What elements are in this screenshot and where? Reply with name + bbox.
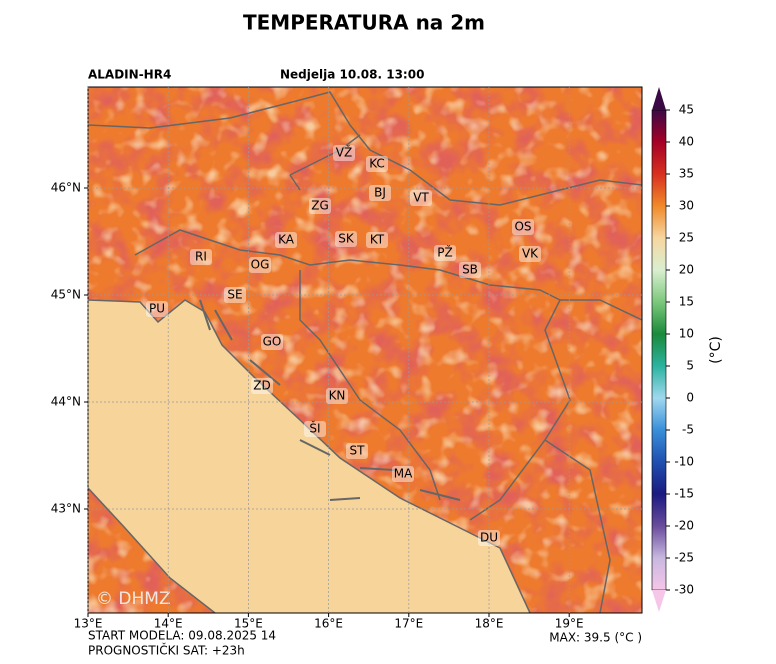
city-label-box	[512, 219, 534, 235]
colorbar-tick-label: 45	[679, 103, 694, 117]
city-label: ST	[350, 444, 366, 458]
border	[544, 299, 642, 613]
city-label: KC	[369, 157, 385, 171]
x-tick-label: 19°E	[555, 617, 584, 631]
city-label: PU	[149, 302, 165, 316]
city-label-box	[478, 530, 500, 546]
y-tick-label: 45°N	[51, 288, 81, 302]
colorbar-tick-label: -10	[674, 455, 694, 469]
city-label: PŽ	[437, 245, 452, 260]
x-tick-label: 18°E	[475, 617, 504, 631]
y-tick-label: 46°N	[51, 181, 81, 195]
max-temperature: MAX: 39.5 (°C )	[549, 631, 642, 645]
city-label-box	[249, 257, 271, 273]
y-tick-label: 43°N	[51, 502, 81, 516]
city-label: KN	[329, 389, 346, 403]
map-frame	[87, 86, 643, 614]
model-start: START MODELA: 09.08.2025 14	[88, 629, 276, 643]
colorbar-tick-label: 25	[679, 231, 694, 245]
city-label-box	[366, 232, 388, 248]
colorbar-tick-label: -30	[674, 583, 694, 597]
city-label-box	[309, 198, 331, 214]
city-label: KA	[278, 233, 295, 247]
sea	[88, 300, 530, 613]
border	[134, 134, 571, 521]
colorbar-tick-label: -25	[674, 551, 694, 565]
colorbar-tick-label: 0	[686, 391, 694, 405]
colorbar-tick-label: -5	[682, 423, 694, 437]
colorbar-tick-label: 35	[679, 167, 694, 181]
city-label: VT	[413, 191, 429, 205]
colorbar-tick-label: 20	[679, 263, 694, 277]
colorbar-tick-label: 10	[679, 327, 694, 341]
colorbar-tick-label: 40	[679, 135, 694, 149]
city-label: OG	[251, 258, 270, 272]
city-label: ŠI	[309, 421, 320, 436]
city-label-box	[224, 287, 246, 303]
x-tick-label: 17°E	[394, 617, 423, 631]
city-label-box	[326, 388, 348, 404]
x-tick-label: 16°E	[314, 617, 343, 631]
colorbar-extend-max	[652, 87, 666, 110]
city-label-box	[392, 466, 414, 482]
y-tick-label: 44°N	[51, 395, 81, 409]
city-label-box	[434, 245, 456, 261]
colorbar-tick-label: 5	[686, 359, 694, 373]
city-label: ZD	[253, 379, 270, 393]
colorbar-extend-min	[652, 590, 666, 612]
city-label-box	[369, 185, 391, 201]
city-label: GO	[263, 335, 282, 349]
x-tick-label: 15°E	[234, 617, 263, 631]
valid-time: Nedjelja 10.08. 13:00	[280, 68, 424, 82]
city-label-box	[333, 145, 355, 161]
city-label: RI	[195, 250, 207, 264]
city-label: SB	[462, 263, 478, 277]
forecast-hour: PROGNOSTIČKI SAT: +23h	[88, 643, 245, 658]
city-label-box	[366, 156, 388, 172]
colorbar-tick-label: 15	[679, 295, 694, 309]
city-label-box	[304, 421, 326, 437]
city-label-box	[410, 190, 432, 206]
city-label-box	[335, 231, 357, 247]
x-tick-label: 13°E	[74, 617, 103, 631]
city-label: BJ	[374, 186, 386, 200]
watermark: © DHMZ	[96, 589, 171, 609]
city-label-box	[459, 262, 481, 278]
city-label: MA	[394, 467, 413, 481]
model-name: ALADIN-HR4	[88, 68, 171, 82]
city-label: OS	[514, 220, 531, 234]
city-label: VŽ	[336, 145, 352, 160]
city-label: VK	[522, 247, 539, 261]
islands	[199, 299, 461, 501]
city-label-box	[190, 249, 212, 265]
city-label-box	[251, 378, 273, 394]
colorbar-label: (°C)	[708, 336, 724, 364]
coastline	[88, 299, 531, 613]
colorbar-tick-label: 30	[679, 199, 694, 213]
map-area	[88, 87, 642, 613]
city-label: KT	[370, 233, 385, 247]
city-label: SE	[227, 288, 242, 302]
city-label-box	[275, 232, 297, 248]
border	[88, 91, 642, 206]
city-label: SK	[338, 232, 355, 246]
x-tick-label: 14°E	[154, 617, 183, 631]
italian-coast	[88, 487, 216, 613]
city-label-box	[146, 301, 168, 317]
colorbar	[651, 109, 667, 591]
city-label: ZG	[311, 199, 329, 213]
colorbar-tick-label: -15	[674, 487, 694, 501]
city-label-box	[261, 334, 283, 350]
city-label-box	[346, 443, 368, 459]
colorbar-tick-label: -20	[674, 519, 694, 533]
title: TEMPERATURA na 2m	[243, 11, 485, 35]
city-label: DU	[480, 531, 498, 545]
city-label-box	[519, 246, 541, 262]
